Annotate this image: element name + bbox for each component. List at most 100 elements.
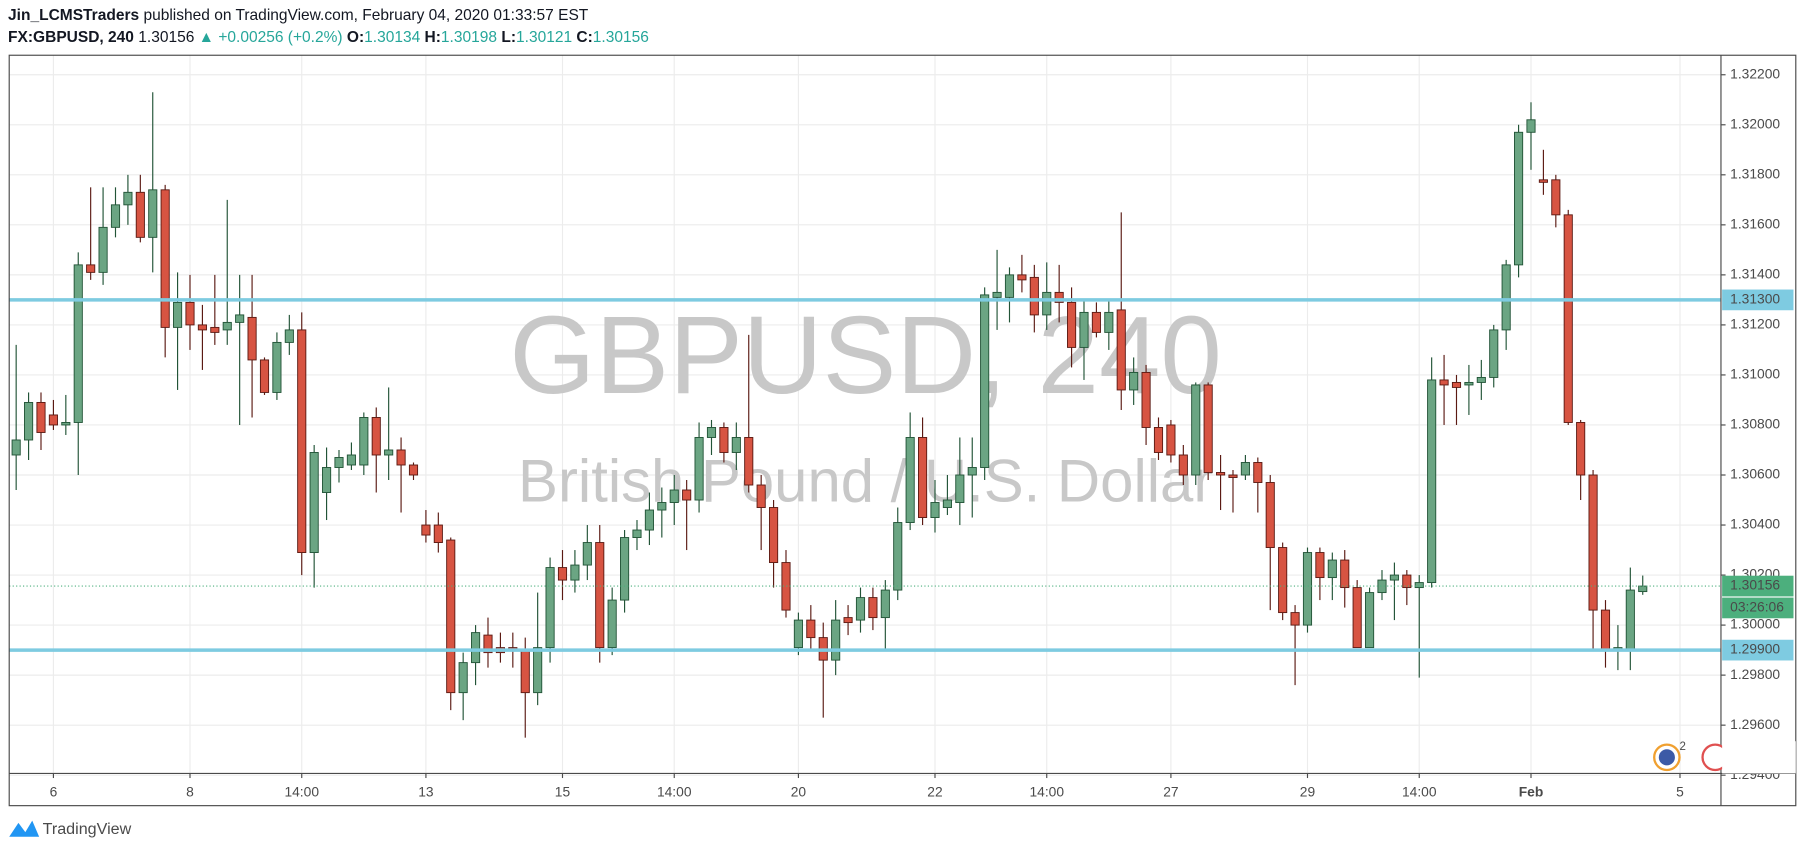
candle-body [1054,291,1064,303]
candle-body [1439,379,1449,386]
candle-body [309,452,319,554]
low: 1.30121 [516,29,572,46]
candle-body [1166,424,1176,456]
candle-body [210,326,220,333]
candle-body [284,329,294,343]
y-tick-label: 1.31000 [1730,366,1780,382]
candle-body [880,589,890,619]
last: 1.30156 [138,29,194,46]
candle-body [408,464,419,476]
candle-body [1638,585,1648,593]
candle-body [272,341,282,393]
candle-body [297,329,307,554]
plot [9,92,1721,738]
high-label: H: [425,29,441,46]
x-tick-label: 14:00 [1029,784,1064,800]
y-tick-label: 1.29600 [1730,716,1780,732]
candle-body [1290,612,1300,626]
candle-body [1042,291,1052,316]
x-tick-label: 29 [1300,784,1316,800]
y-tick-label: 1.31400 [1730,266,1780,282]
open-label: O: [347,29,364,46]
x-tick-label: 15 [555,784,571,800]
level-label: 1.31300 [1730,291,1780,307]
candle-body [48,414,58,426]
close-label: C: [576,29,592,46]
candle-body [967,467,977,476]
candle-body [582,542,592,566]
author: Jin_LCMSTraders [8,7,139,24]
candle-body [694,437,704,501]
candle-body [682,489,692,501]
candle-body [1004,274,1015,298]
level-label: 1.29900 [1730,641,1780,657]
candle-body [1327,559,1337,579]
candle-body [1141,371,1151,428]
x-tick-label: 27 [1163,784,1178,800]
candle-body [731,437,741,453]
candle-body [1600,609,1611,651]
candle-body [1377,579,1387,594]
x-tick-label: 22 [927,784,942,800]
candle-body [992,291,1002,298]
candle-body [1551,179,1561,216]
candle-body [1265,482,1275,549]
change: ▲ +0.00256 (+0.2%) [199,29,343,46]
frame [8,54,1797,807]
candle-body [123,191,133,206]
candle-body [632,529,642,539]
candle-body [185,301,195,326]
x-tick-label: 14:00 [1402,784,1437,800]
candle-body [620,537,630,601]
y-tick-label: 1.31600 [1730,215,1780,231]
last-price-label: 1.30156 [1730,577,1780,593]
candle-body [868,597,878,619]
candle-body [1451,381,1462,388]
candle-body [1576,422,1586,476]
candle-body [520,649,530,694]
candle-body [905,437,915,523]
candle-body [1526,119,1536,133]
open: 1.30134 [364,29,420,46]
candle-body [1365,592,1375,649]
event-icons: 2 [1653,741,1796,774]
y-tick-label: 1.32000 [1730,115,1780,131]
level-label-box [1722,289,1794,311]
y-tick-label: 1.31800 [1730,165,1780,181]
logo [9,820,40,837]
candle-body [1067,301,1077,348]
candle-body [135,191,145,238]
candle-body [706,427,717,438]
y-tick-label: 1.30000 [1730,616,1780,632]
candle-body [1253,462,1263,483]
candle-body [744,437,754,486]
candle-body [197,324,207,331]
candle-body [980,294,990,468]
candle-body [421,524,431,536]
candle-body [148,189,158,238]
candle-body [173,301,183,328]
candle-body [1216,472,1226,476]
event-mask [1722,741,1796,774]
candle-body [1352,587,1362,649]
y-tick-label: 1.30800 [1730,416,1780,432]
candle-body [570,564,580,581]
candle-body [11,439,21,456]
candle-body [545,567,555,649]
candle-body [955,474,965,503]
watermark-subtitle: British Pound / U.S. Dollar [518,448,1213,515]
event-badge: 2 [1680,741,1686,753]
candle-body [1017,274,1027,281]
level-label-box [1722,639,1794,661]
candle-body [843,617,853,624]
candle-body [644,509,654,531]
candle-body [36,401,46,433]
candle-body [607,599,617,649]
candle-body [1302,552,1313,626]
grid [9,55,1721,776]
y-tick-label: 1.31200 [1730,316,1780,332]
x-tick-label: 8 [186,784,194,800]
candle-body [61,422,71,426]
candle-body [1228,474,1238,478]
